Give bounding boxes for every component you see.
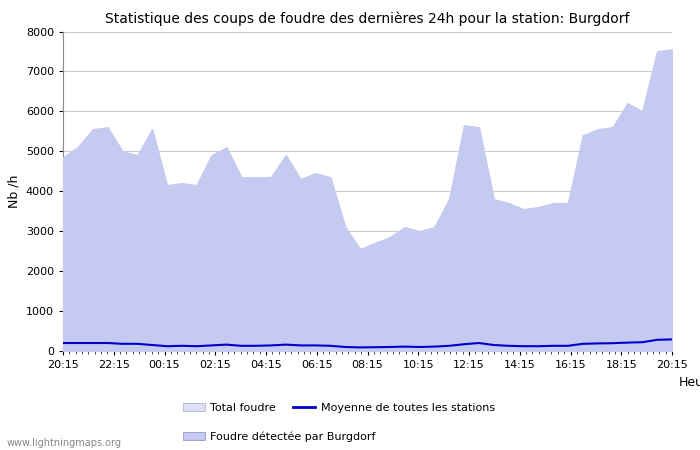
Text: Heure: Heure (679, 376, 700, 389)
Text: www.lightningmaps.org: www.lightningmaps.org (7, 438, 122, 448)
Legend: Foudre détectée par Burgdorf: Foudre détectée par Burgdorf (178, 427, 380, 446)
Title: Statistique des coups de foudre des dernières 24h pour la station: Burgdorf: Statistique des coups de foudre des dern… (105, 12, 630, 26)
Y-axis label: Nb /h: Nb /h (7, 175, 20, 208)
